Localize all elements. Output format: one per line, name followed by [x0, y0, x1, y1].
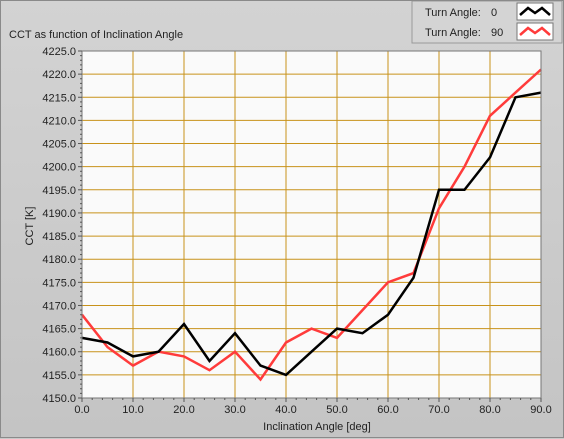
y-tick-label: 4200.0	[42, 162, 76, 174]
x-tick-label: 30.0	[224, 404, 245, 416]
y-tick-label: 4190.0	[42, 208, 76, 220]
y-tick-label: 4195.0	[42, 185, 76, 197]
x-tick-label: 60.0	[377, 404, 398, 416]
x-axis-label: Inclination Angle [deg]	[263, 421, 371, 433]
legend-item-1[interactable]: Turn Angle: 90	[425, 22, 554, 41]
legend-swatch-line-1	[519, 26, 551, 36]
legend[interactable]: Turn Angle: 0 Turn Angle: 90	[411, 1, 563, 44]
x-tick-label: 40.0	[275, 404, 296, 416]
x-tick-label: 80.0	[479, 404, 500, 416]
legend-value-0: 0	[491, 7, 497, 19]
x-ticks: 0.0 10.0 20.0 30.0 40.0 50.0 60.0 70.0 80.0 90.0	[74, 398, 552, 416]
y-tick-label: 4155.0	[42, 370, 76, 382]
legend-value-1: 90	[491, 27, 503, 39]
legend-swatch-line-0	[519, 6, 551, 16]
y-tick-label: 4170.0	[42, 300, 76, 312]
y-ticks: 4150.0 4155.0 4160.0 4165.0 4170.0 4175.0 4180…	[42, 46, 82, 405]
y-tick-label: 4205.0	[42, 139, 76, 151]
plot-border	[81, 50, 542, 399]
y-tick-label: 4160.0	[42, 347, 76, 359]
y-tick-label: 4220.0	[42, 69, 76, 81]
x-tick-label: 20.0	[173, 404, 194, 416]
legend-label-1: Turn Angle:	[425, 27, 481, 39]
series-line-0	[81, 91, 542, 377]
y-tick-label: 4210.0	[42, 115, 76, 127]
x-tick-label: 50.0	[326, 404, 347, 416]
y-tick-label: 4225.0	[42, 46, 76, 58]
y-tick-label: 4215.0	[42, 92, 76, 104]
x-tick-label: 70.0	[428, 404, 449, 416]
y-tick-label: 4165.0	[42, 324, 76, 336]
y-tick-label: 4175.0	[42, 277, 76, 289]
plot-area	[82, 51, 541, 398]
series-layer	[81, 68, 542, 382]
chart-title: CCT as function of Inclination Angle	[9, 29, 183, 41]
y-axis-label: CCT [K]	[24, 207, 36, 246]
x-tick-label: 10.0	[122, 404, 143, 416]
x-tick-label: 0.0	[74, 404, 89, 416]
y-tick-label: 4185.0	[42, 231, 76, 243]
y-tick-label: 4180.0	[42, 254, 76, 266]
x-tick-label: 90.0	[530, 404, 551, 416]
legend-item-0[interactable]: Turn Angle: 0	[425, 2, 554, 21]
legend-label-0: Turn Angle:	[425, 7, 481, 19]
y-tick-label: 4150.0	[42, 393, 76, 405]
